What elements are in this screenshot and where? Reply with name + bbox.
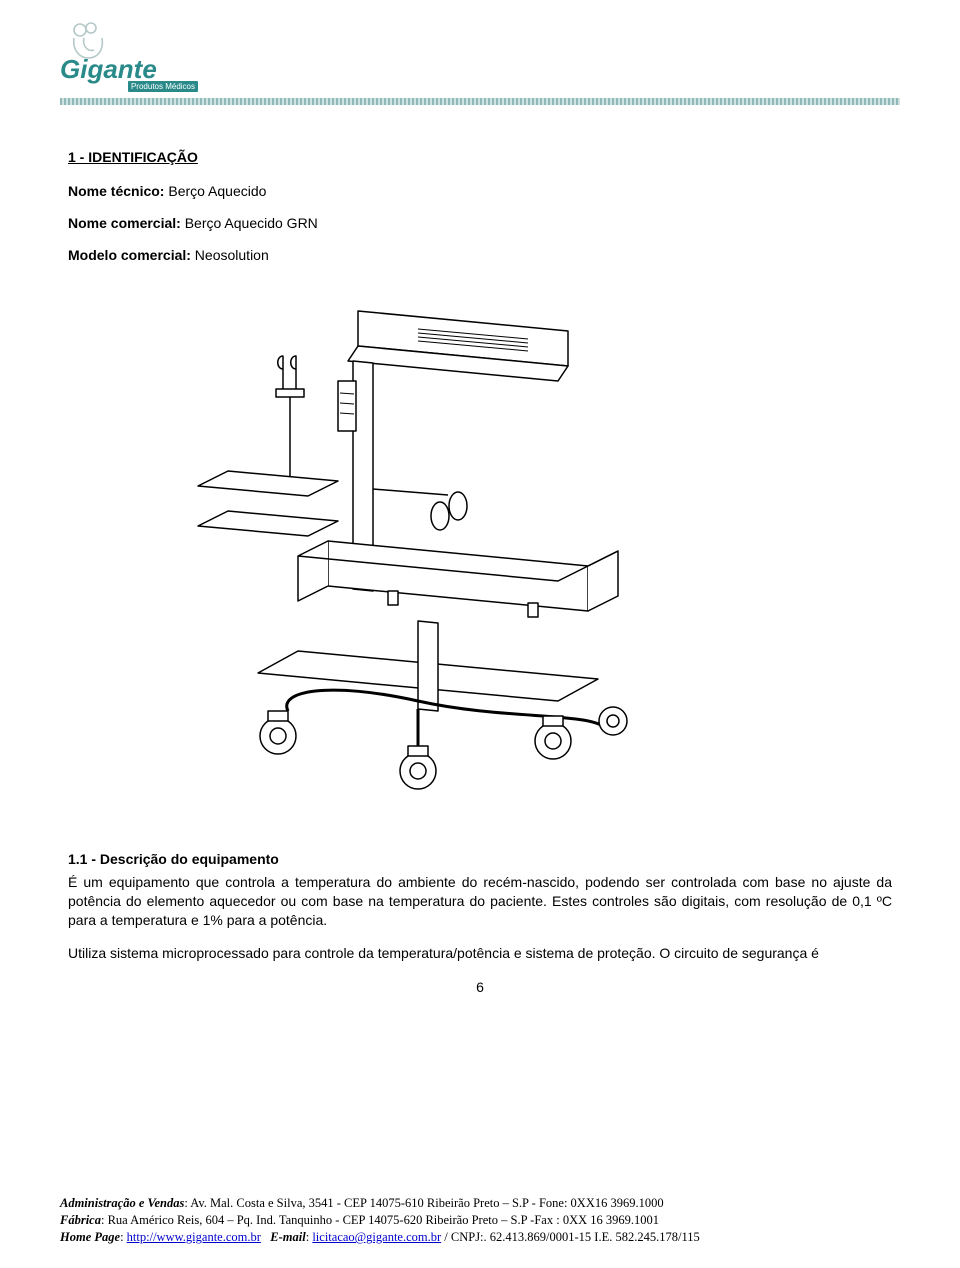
field-value: Berço Aquecido: [164, 183, 266, 199]
footer-label: Home Page: [60, 1230, 120, 1244]
page-footer: Administração e Vendas: Av. Mal. Costa e…: [60, 1195, 900, 1246]
field-label: Modelo comercial:: [68, 247, 191, 263]
footer-label: Administração e Vendas: [60, 1196, 184, 1210]
field-modelo-comercial: Modelo comercial: Neosolution: [68, 247, 892, 263]
section-title: 1 - IDENTIFICAÇÃO: [68, 149, 892, 165]
content-area: 1 - IDENTIFICAÇÃO Nome técnico: Berço Aq…: [0, 105, 960, 995]
paragraph-1: É um equipamento que controla a temperat…: [68, 873, 892, 930]
field-label: Nome técnico:: [68, 183, 164, 199]
footer-text: : Av. Mal. Costa e Silva, 3541 - CEP 140…: [184, 1196, 663, 1210]
equipment-diagram: [168, 281, 688, 821]
field-nome-comercial: Nome comercial: Berço Aquecido GRN: [68, 215, 892, 231]
field-nome-tecnico: Nome técnico: Berço Aquecido: [68, 183, 892, 199]
footer-label: E-mail: [270, 1230, 305, 1244]
footer-label: Fábrica: [60, 1213, 101, 1227]
homepage-link[interactable]: http://www.gigante.com.br: [127, 1230, 261, 1244]
footer-line-2: Fábrica: Rua Américo Reis, 604 – Pq. Ind…: [60, 1212, 900, 1229]
email-link[interactable]: licitacao@gigante.com.br: [312, 1230, 441, 1244]
page-number: 6: [68, 979, 892, 995]
logo-brand-text: Gigante: [60, 58, 157, 81]
footer-line-3: Home Page: http://www.gigante.com.br E-m…: [60, 1229, 900, 1246]
footer-line-1: Administração e Vendas: Av. Mal. Costa e…: [60, 1195, 900, 1212]
subsection-title: 1.1 - Descrição do equipamento: [68, 851, 892, 867]
paragraph-2: Utiliza sistema microprocessado para con…: [68, 944, 892, 963]
footer-text: : Rua Américo Reis, 604 – Pq. Ind. Tanqu…: [101, 1213, 659, 1227]
field-value: Berço Aquecido GRN: [181, 215, 318, 231]
field-value: Neosolution: [191, 247, 269, 263]
field-label: Nome comercial:: [68, 215, 181, 231]
equipment-diagram-svg: [168, 281, 688, 821]
footer-text: / CNPJ:. 62.413.869/0001-15 I.E. 582.245…: [441, 1230, 700, 1244]
logo: Gigante Produtos Médicos: [60, 20, 200, 92]
logo-tagline: Produtos Médicos: [128, 81, 198, 92]
page-header: Gigante Produtos Médicos: [0, 0, 960, 92]
header-rule: [60, 98, 900, 105]
